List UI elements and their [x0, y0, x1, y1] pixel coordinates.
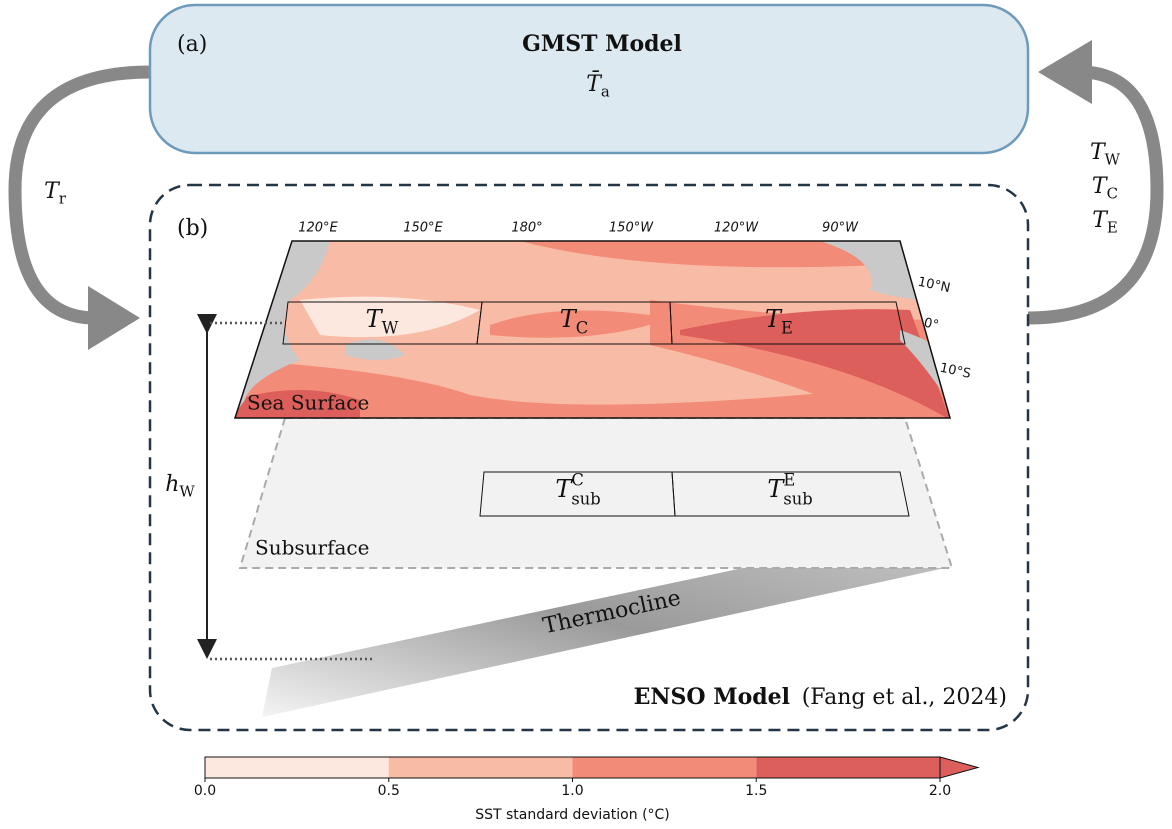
subscript: sub	[783, 489, 812, 508]
label: Subsurface	[255, 536, 369, 560]
math-label: hW	[165, 472, 195, 501]
superscript: C	[571, 470, 583, 489]
subscript: W	[382, 318, 399, 337]
subscript: a	[601, 83, 610, 101]
colorbar-segment	[573, 757, 757, 778]
label: 90°W	[822, 221, 859, 236]
colorbar-segment	[756, 757, 940, 778]
subscript: E	[781, 318, 793, 337]
math-label: TE	[1092, 208, 1118, 237]
label: 10°S	[938, 361, 972, 382]
math-label: TW	[1090, 140, 1121, 169]
label: 10°N	[916, 275, 951, 296]
figure: 0.0 0.5 1.0 1.5 2.0 SST standard deviation (°…	[0, 0, 1172, 829]
label: 150°E	[403, 221, 443, 236]
colorbar: 0.0 0.5 1.0 1.5 2.0 SST standard deviation (°…	[194, 757, 978, 823]
label: ENSO Model	[634, 684, 790, 710]
math-label: Tr	[44, 179, 67, 208]
subscript: C	[1107, 185, 1118, 203]
label: (Fang et al., 2024)	[802, 685, 1007, 710]
label: 180°	[511, 221, 542, 236]
colorbar-segment	[389, 757, 573, 778]
feedback-arrow	[15, 72, 150, 318]
colorbar-segment	[205, 757, 389, 778]
colorbar-tick-label: 2.0	[929, 783, 951, 799]
label: 150°W	[609, 221, 654, 236]
colorbar-extension	[940, 757, 978, 778]
subscript: sub	[571, 489, 600, 508]
colorbar-tick-label: 1.5	[745, 783, 767, 799]
arrow-head	[88, 286, 140, 350]
subscript: C	[576, 318, 588, 337]
math-label: TC	[1092, 174, 1118, 203]
colorbar-tick-label: 0.0	[194, 783, 216, 799]
subscript: W	[1105, 151, 1121, 169]
colorbar-tick-label: 0.5	[378, 783, 400, 799]
label: (b)	[177, 216, 208, 241]
colorbar-label: SST standard deviation (°C)	[475, 807, 670, 823]
label: Sea Surface	[247, 391, 369, 415]
colorbar-tick-label: 1.0	[561, 783, 583, 799]
superscript: E	[783, 470, 795, 489]
label: GMST Model	[522, 31, 682, 57]
label: 120°E	[298, 221, 338, 236]
subscript: r	[59, 190, 67, 208]
subscript: W	[179, 483, 195, 501]
label: (a)	[177, 32, 207, 57]
label: 0°	[922, 316, 940, 334]
arrow-head	[1038, 40, 1092, 104]
subscript: E	[1107, 219, 1118, 237]
symbol: h	[165, 472, 179, 497]
label: 120°W	[714, 221, 759, 236]
